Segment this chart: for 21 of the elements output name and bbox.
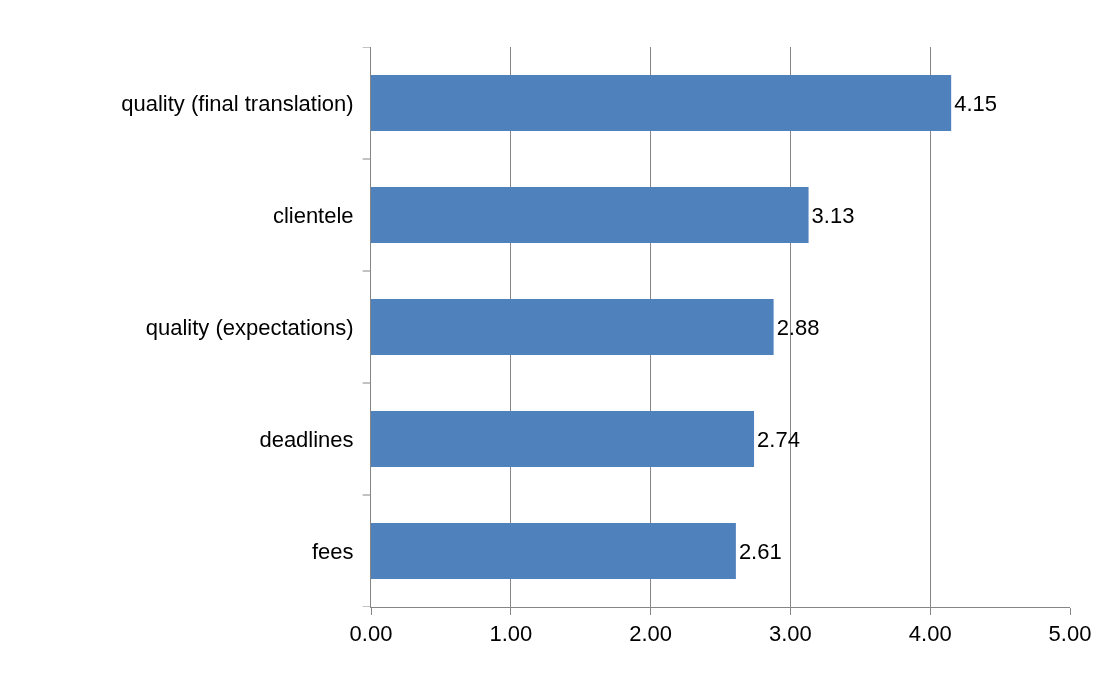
bar — [371, 187, 809, 243]
x-tick-label: 2.00 — [629, 621, 673, 647]
bar — [371, 299, 774, 355]
bar — [371, 75, 952, 131]
data-label: 2.61 — [738, 538, 782, 564]
data-label: 4.15 — [954, 90, 997, 116]
x-tick-label: 3.00 — [768, 621, 812, 647]
x-tick-label: 4.00 — [908, 621, 952, 647]
y-tick-label: fees — [312, 538, 354, 564]
y-tick-label: quality (final translation) — [121, 90, 354, 116]
y-tick-label: clientele — [272, 202, 354, 228]
data-label: 2.88 — [776, 314, 820, 340]
x-tick-label: 0.00 — [349, 621, 393, 647]
x-tick-label: 1.00 — [489, 621, 533, 647]
bar — [371, 411, 755, 467]
bar — [371, 523, 736, 579]
y-tick-label: deadlines — [259, 426, 354, 452]
data-label: 3.13 — [811, 202, 855, 228]
data-label: 2.74 — [757, 426, 800, 452]
y-tick-label: quality (expectations) — [145, 314, 354, 340]
x-tick-label: 5.00 — [1048, 621, 1092, 647]
